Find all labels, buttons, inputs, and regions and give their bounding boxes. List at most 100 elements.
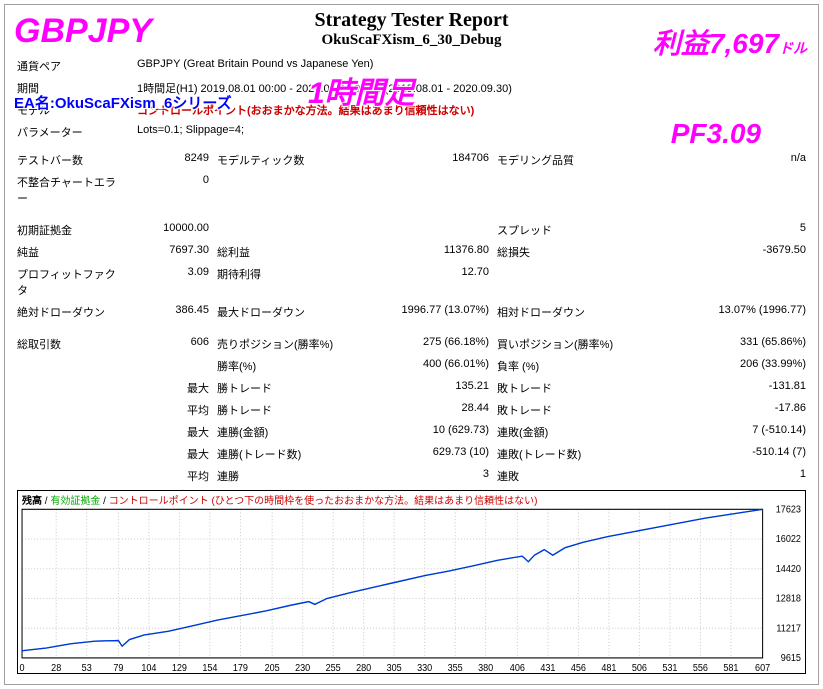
cell-value: 最大 — [123, 443, 213, 465]
cell-label: 不整合チャートエラー — [13, 171, 123, 209]
cell-label: 連勝 — [213, 465, 363, 487]
svg-text:355: 355 — [448, 662, 463, 673]
cell-label — [213, 219, 363, 241]
cell-label: 連敗 — [493, 465, 643, 487]
cell-label: 総取引数 — [13, 333, 123, 355]
cell-value: 7697.30 — [123, 241, 213, 263]
cell-label — [13, 355, 123, 377]
svg-text:380: 380 — [478, 662, 493, 673]
cell-label: 連敗(金額) — [493, 421, 643, 443]
svg-text:556: 556 — [693, 662, 708, 673]
cell-label: 買いポジション(勝率%) — [493, 333, 643, 355]
svg-text:205: 205 — [265, 662, 280, 673]
svg-text:406: 406 — [510, 662, 525, 673]
cell-value: 10000.00 — [123, 219, 213, 241]
cell-label: 期待利得 — [213, 263, 363, 301]
info-table: 通貨ペア GBPJPY (Great Britain Pound vs Japa… — [13, 55, 810, 143]
cell-label — [13, 399, 123, 421]
cell-label: 総利益 — [213, 241, 363, 263]
cell-value: 275 (66.18%) — [363, 333, 493, 355]
cell-value: n/a — [643, 149, 810, 171]
info-label: 通貨ペア — [13, 55, 133, 77]
cell-label: 相対ドローダウン — [493, 301, 643, 323]
cell-value: -3679.50 — [643, 241, 810, 263]
svg-text:531: 531 — [662, 662, 677, 673]
cell-label — [13, 465, 123, 487]
cell-label: モデルティック数 — [213, 149, 363, 171]
info-value: 1時間足(H1) 2019.08.01 00:00 - 2020.09.30 0… — [133, 77, 810, 99]
svg-text:154: 154 — [202, 662, 217, 673]
cell-value: 135.21 — [363, 377, 493, 399]
report-subtitle: OkuScaFXism_6_30_Debug — [13, 32, 810, 49]
svg-text:481: 481 — [601, 662, 616, 673]
cell-value: 606 — [123, 333, 213, 355]
equity-chart: 残高 / 有効証拠金 / コントロールポイント (ひとつ下の時間枠を使ったおおま… — [17, 490, 806, 674]
cell-value: 7 (-510.14) — [643, 421, 810, 443]
cell-value — [643, 263, 810, 301]
cell-label: 売りポジション(勝率%) — [213, 333, 363, 355]
stats-table-2: 初期証拠金 10000.00 スプレッド 5 純益 7697.30 総利益 11… — [13, 219, 810, 323]
info-label: パラメーター — [13, 121, 133, 143]
info-value: GBPJPY (Great Britain Pound vs Japanese … — [133, 55, 810, 77]
report-frame: Strategy Tester Report OkuScaFXism_6_30_… — [4, 4, 819, 685]
cell-label: 負率 (%) — [493, 355, 643, 377]
svg-text:17623: 17623 — [776, 505, 801, 515]
svg-text:581: 581 — [723, 662, 738, 673]
cell-label: プロフィットファクタ — [13, 263, 123, 301]
cell-value: 629.73 (10) — [363, 443, 493, 465]
svg-text:129: 129 — [172, 662, 187, 673]
cell-label: スプレッド — [493, 219, 643, 241]
cell-value: 3 — [363, 465, 493, 487]
cell-value: 1996.77 (13.07%) — [363, 301, 493, 323]
cell-label: 初期証拠金 — [13, 219, 123, 241]
cell-label: テストバー数 — [13, 149, 123, 171]
cell-label: 勝率(%) — [213, 355, 363, 377]
cell-label: 最大ドローダウン — [213, 301, 363, 323]
cell-value: 平均 — [123, 399, 213, 421]
cell-label: モデリング品質 — [493, 149, 643, 171]
cell-value: 最大 — [123, 377, 213, 399]
stats-table-3: 総取引数 606 売りポジション(勝率%) 275 (66.18%) 買いポジシ… — [13, 333, 810, 487]
cell-label — [493, 263, 643, 301]
report-title: Strategy Tester Report — [13, 9, 810, 32]
cell-value: 10 (629.73) — [363, 421, 493, 443]
cell-value: -17.86 — [643, 399, 810, 421]
cell-label: 勝トレード — [213, 377, 363, 399]
cell-label — [13, 443, 123, 465]
cell-value: 13.07% (1996.77) — [643, 301, 810, 323]
chart-svg: 1762316022144201281811217961502853791041… — [18, 505, 805, 673]
cell-label: 総損失 — [493, 241, 643, 263]
svg-text:330: 330 — [417, 662, 432, 673]
cell-value: 28.44 — [363, 399, 493, 421]
cell-value: -131.81 — [643, 377, 810, 399]
cell-value: -510.14 (7) — [643, 443, 810, 465]
cell-value — [643, 171, 810, 209]
svg-text:230: 230 — [295, 662, 310, 673]
cell-value: 5 — [643, 219, 810, 241]
svg-text:9615: 9615 — [781, 652, 801, 663]
cell-label — [13, 377, 123, 399]
svg-text:12818: 12818 — [776, 592, 801, 603]
cell-label — [13, 421, 123, 443]
svg-text:0: 0 — [20, 662, 25, 673]
cell-label: 敗トレード — [493, 377, 643, 399]
info-value: コントロールポイント(おおまかな方法。結果はあまり信頼性はない) — [133, 99, 810, 121]
svg-text:53: 53 — [82, 662, 92, 673]
cell-value: 184706 — [363, 149, 493, 171]
cell-value: 12.70 — [363, 263, 493, 301]
cell-value: 3.09 — [123, 263, 213, 301]
cell-label: 敗トレード — [493, 399, 643, 421]
cell-label: 純益 — [13, 241, 123, 263]
cell-label: 勝トレード — [213, 399, 363, 421]
cell-value: 206 (33.99%) — [643, 355, 810, 377]
svg-text:607: 607 — [755, 662, 770, 673]
cell-label: 連勝(トレード数) — [213, 443, 363, 465]
cell-value: 0 — [123, 171, 213, 209]
info-label: モデル — [13, 99, 133, 121]
svg-text:79: 79 — [113, 662, 123, 673]
svg-text:255: 255 — [326, 662, 341, 673]
cell-label — [493, 171, 643, 209]
cell-label: 連勝(金額) — [213, 421, 363, 443]
cell-value — [363, 171, 493, 209]
svg-text:14420: 14420 — [776, 563, 801, 574]
